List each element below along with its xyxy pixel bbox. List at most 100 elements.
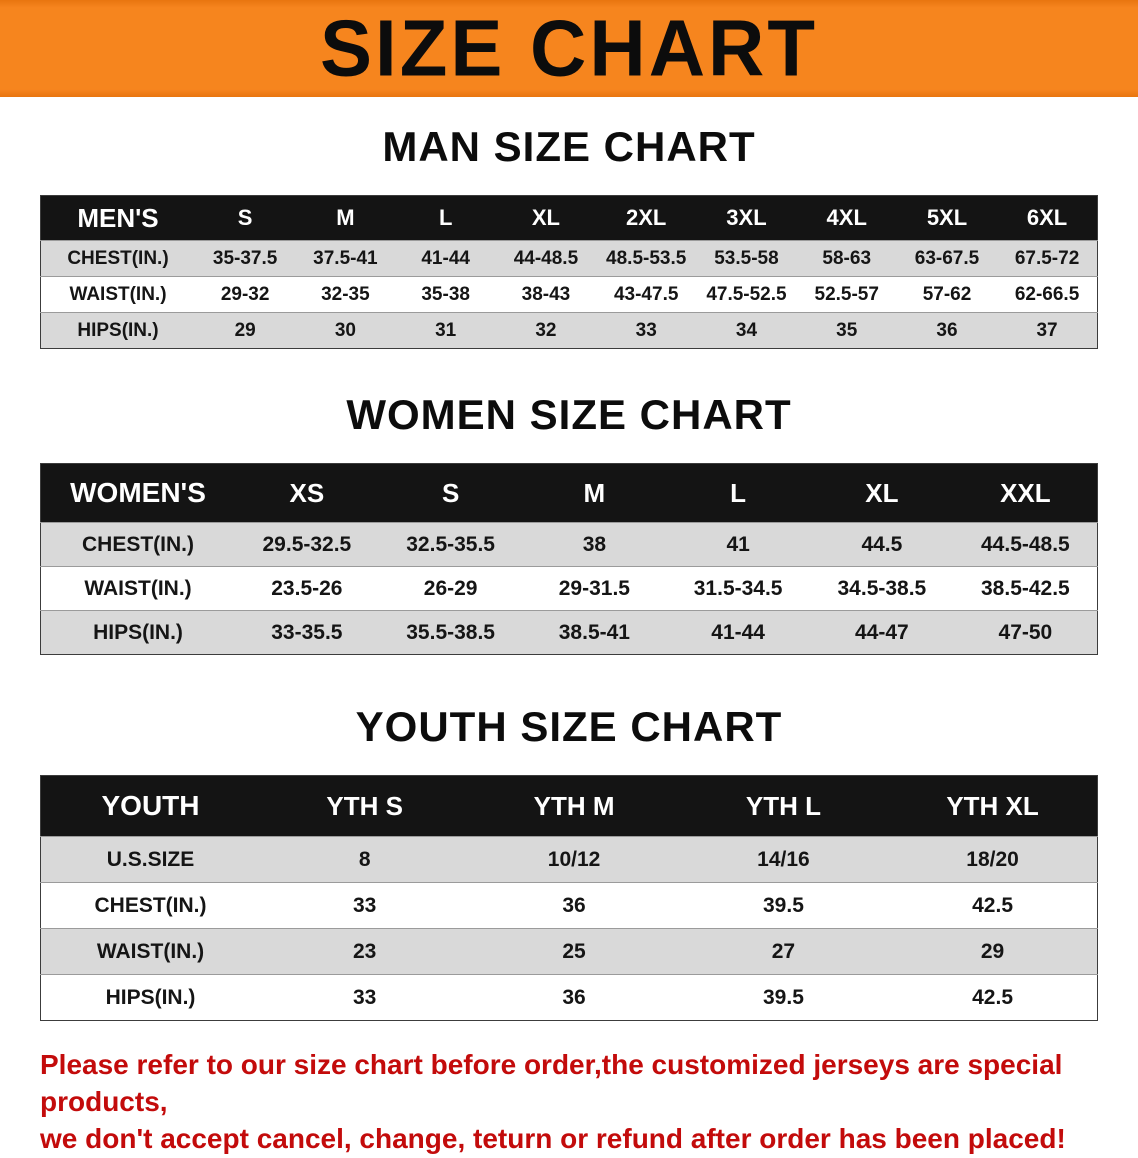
- row-label-cell: U.S.SIZE: [106, 847, 195, 871]
- value-cell: 36: [936, 319, 958, 341]
- table-row: WAIST(IN.) 29-32 32-35 35-38 38-43 43-47.5 47.…: [40, 276, 1098, 313]
- value-cell: 38: [582, 532, 607, 556]
- value-cell: 39.5: [763, 893, 804, 917]
- size-header-cell: S: [378, 463, 523, 523]
- row-label-cell: CHEST(IN.): [82, 532, 194, 556]
- table-header-row: WOMEN'S XS S M L XL XXL: [40, 463, 1098, 523]
- value-cell: 29.5-32.5: [262, 532, 352, 556]
- value-cell: 33: [353, 985, 377, 1009]
- size-header-cell: YTH L: [678, 775, 889, 837]
- women-section-heading: WOMEN SIZE CHART: [346, 391, 792, 438]
- value-cell: 35.5-38.5: [406, 620, 495, 644]
- value-cell: 35-38: [421, 283, 470, 305]
- value-cell: 42.5: [972, 985, 1013, 1009]
- youth-size-table: YOUTH YTH S YTH M YTH L YTH XL U.S.SIZE 8 10/12…: [40, 775, 1098, 1021]
- value-cell: 37: [1036, 319, 1058, 341]
- size-header-cell: YTH XL: [888, 775, 1098, 837]
- row-label-cell: CHEST(IN.): [94, 893, 207, 917]
- size-header-cell: 4XL: [796, 195, 897, 241]
- value-cell: 42.5: [972, 893, 1013, 917]
- value-cell: 25: [562, 939, 586, 963]
- table-row: U.S.SIZE 8 10/12 14/16 18/20: [40, 836, 1098, 883]
- value-cell: 31.5-34.5: [693, 576, 783, 600]
- value-cell: 32: [535, 319, 557, 341]
- value-cell: 33: [635, 319, 657, 341]
- value-cell: 34: [735, 319, 758, 341]
- value-cell: 43-47.5: [613, 283, 679, 305]
- size-header-cell: XS: [235, 463, 379, 523]
- value-cell: 30: [334, 319, 356, 341]
- size-header-cell: 5XL: [896, 195, 998, 241]
- size-header-cell: M: [522, 463, 667, 523]
- row-label-cell: HIPS(IN.): [77, 319, 159, 341]
- size-header-cell: 2XL: [596, 195, 697, 241]
- row-label-cell: WAIST(IN.): [69, 283, 167, 305]
- value-cell: 31: [435, 319, 457, 341]
- row-label-cell: WAIST(IN.): [84, 576, 192, 600]
- row-label-cell: HIPS(IN.): [93, 620, 183, 644]
- row-label-cell: WAIST(IN.): [96, 939, 205, 963]
- disclaimer-text: Please refer to our size chart before or…: [0, 1047, 1138, 1158]
- size-header-cell: 6XL: [997, 195, 1098, 241]
- value-cell: 29: [980, 939, 1005, 963]
- disclaimer-line-1: Please refer to our size chart before or…: [40, 1049, 1063, 1117]
- value-cell: 8: [358, 847, 371, 871]
- value-cell: 44.5: [861, 532, 903, 556]
- value-cell: 39.5: [763, 985, 804, 1009]
- value-cell: 23.5-26: [271, 576, 343, 600]
- value-cell: 35-37.5: [212, 247, 278, 269]
- size-header-cell: YTH S: [260, 775, 470, 837]
- table-row: CHEST(IN.) 35-37.5 37.5-41 41-44 44-48.5 48.5…: [40, 240, 1098, 277]
- row-label-cell: HIPS(IN.): [105, 985, 196, 1009]
- table-title-cell: MEN'S: [40, 195, 195, 241]
- value-cell: 41: [726, 532, 750, 556]
- size-header-cell: M: [295, 195, 396, 241]
- value-cell: 35: [836, 319, 858, 341]
- size-header-cell: YTH M: [469, 775, 679, 837]
- size-header-cell: XL: [495, 195, 597, 241]
- table-title-cell: WOMEN'S: [40, 463, 235, 523]
- value-cell: 41-44: [421, 247, 470, 269]
- value-cell: 34.5-38.5: [837, 576, 927, 600]
- table-row: CHEST(IN.) 33 36 39.5 42.5: [40, 882, 1098, 929]
- value-cell: 58-63: [822, 247, 872, 269]
- women-size-table: WOMEN'S XS S M L XL XXL CHEST(IN.) 29.5-32.5 32.5…: [40, 463, 1098, 655]
- value-cell: 44-47: [855, 620, 909, 644]
- table-header-row: YOUTH YTH S YTH M YTH L YTH XL: [40, 775, 1098, 837]
- value-cell: 53.5-58: [714, 247, 779, 269]
- men-size-section: MAN SIZE CHART MEN'S S M L XL 2XL 3XL 4XL 5XL 6XL…: [0, 123, 1138, 349]
- value-cell: 32.5-35.5: [406, 532, 495, 556]
- size-header-cell: 3XL: [696, 195, 797, 241]
- table-row: HIPS(IN.) 33 36 39.5 42.5: [40, 974, 1098, 1021]
- men-size-table: MEN'S S M L XL 2XL 3XL 4XL 5XL 6XL CHEST(IN.) 35-37…: [40, 195, 1098, 349]
- value-cell: 38-43: [521, 283, 571, 305]
- size-chart-banner: SIZE CHART: [0, 0, 1138, 97]
- value-cell: 41-44: [711, 620, 765, 644]
- value-cell: 44.5-48.5: [981, 532, 1070, 556]
- value-cell: 29-31.5: [558, 576, 630, 600]
- table-row: WAIST(IN.) 23 25 27 29: [40, 928, 1098, 975]
- banner-title: SIZE CHART: [320, 3, 818, 93]
- value-cell: 47-50: [998, 620, 1053, 644]
- value-cell: 29: [234, 319, 256, 341]
- value-cell: 63-67.5: [914, 247, 980, 269]
- table-row: HIPS(IN.) 29 30 31 32 33 34 35 36 37: [40, 312, 1098, 349]
- value-cell: 48.5-53.5: [606, 247, 687, 269]
- women-size-section: WOMEN SIZE CHART WOMEN'S XS S M L XL XXL CHEST(…: [0, 391, 1138, 655]
- value-cell: 37.5-41: [313, 247, 378, 269]
- value-cell: 26-29: [423, 576, 478, 600]
- table-header-row: MEN'S S M L XL 2XL 3XL 4XL 5XL 6XL: [40, 195, 1098, 241]
- disclaimer-line-2: we don't accept cancel, change, teturn o…: [40, 1122, 1066, 1154]
- size-header-cell: S: [195, 195, 296, 241]
- value-cell: 14/16: [757, 847, 810, 871]
- value-cell: 52.5-57: [814, 283, 879, 305]
- value-cell: 38.5-41: [558, 620, 630, 644]
- youth-size-section: YOUTH SIZE CHART YOUTH YTH S YTH M YTH L YTH…: [0, 703, 1138, 1021]
- youth-section-heading: YOUTH SIZE CHART: [355, 703, 783, 750]
- value-cell: 23: [353, 939, 377, 963]
- value-cell: 36: [562, 893, 586, 917]
- value-cell: 32-35: [321, 283, 370, 305]
- table-row: CHEST(IN.) 29.5-32.5 32.5-35.5 38 41 44.5 44.5…: [40, 522, 1098, 567]
- value-cell: 33-35.5: [271, 620, 343, 644]
- value-cell: 47.5-52.5: [706, 283, 787, 305]
